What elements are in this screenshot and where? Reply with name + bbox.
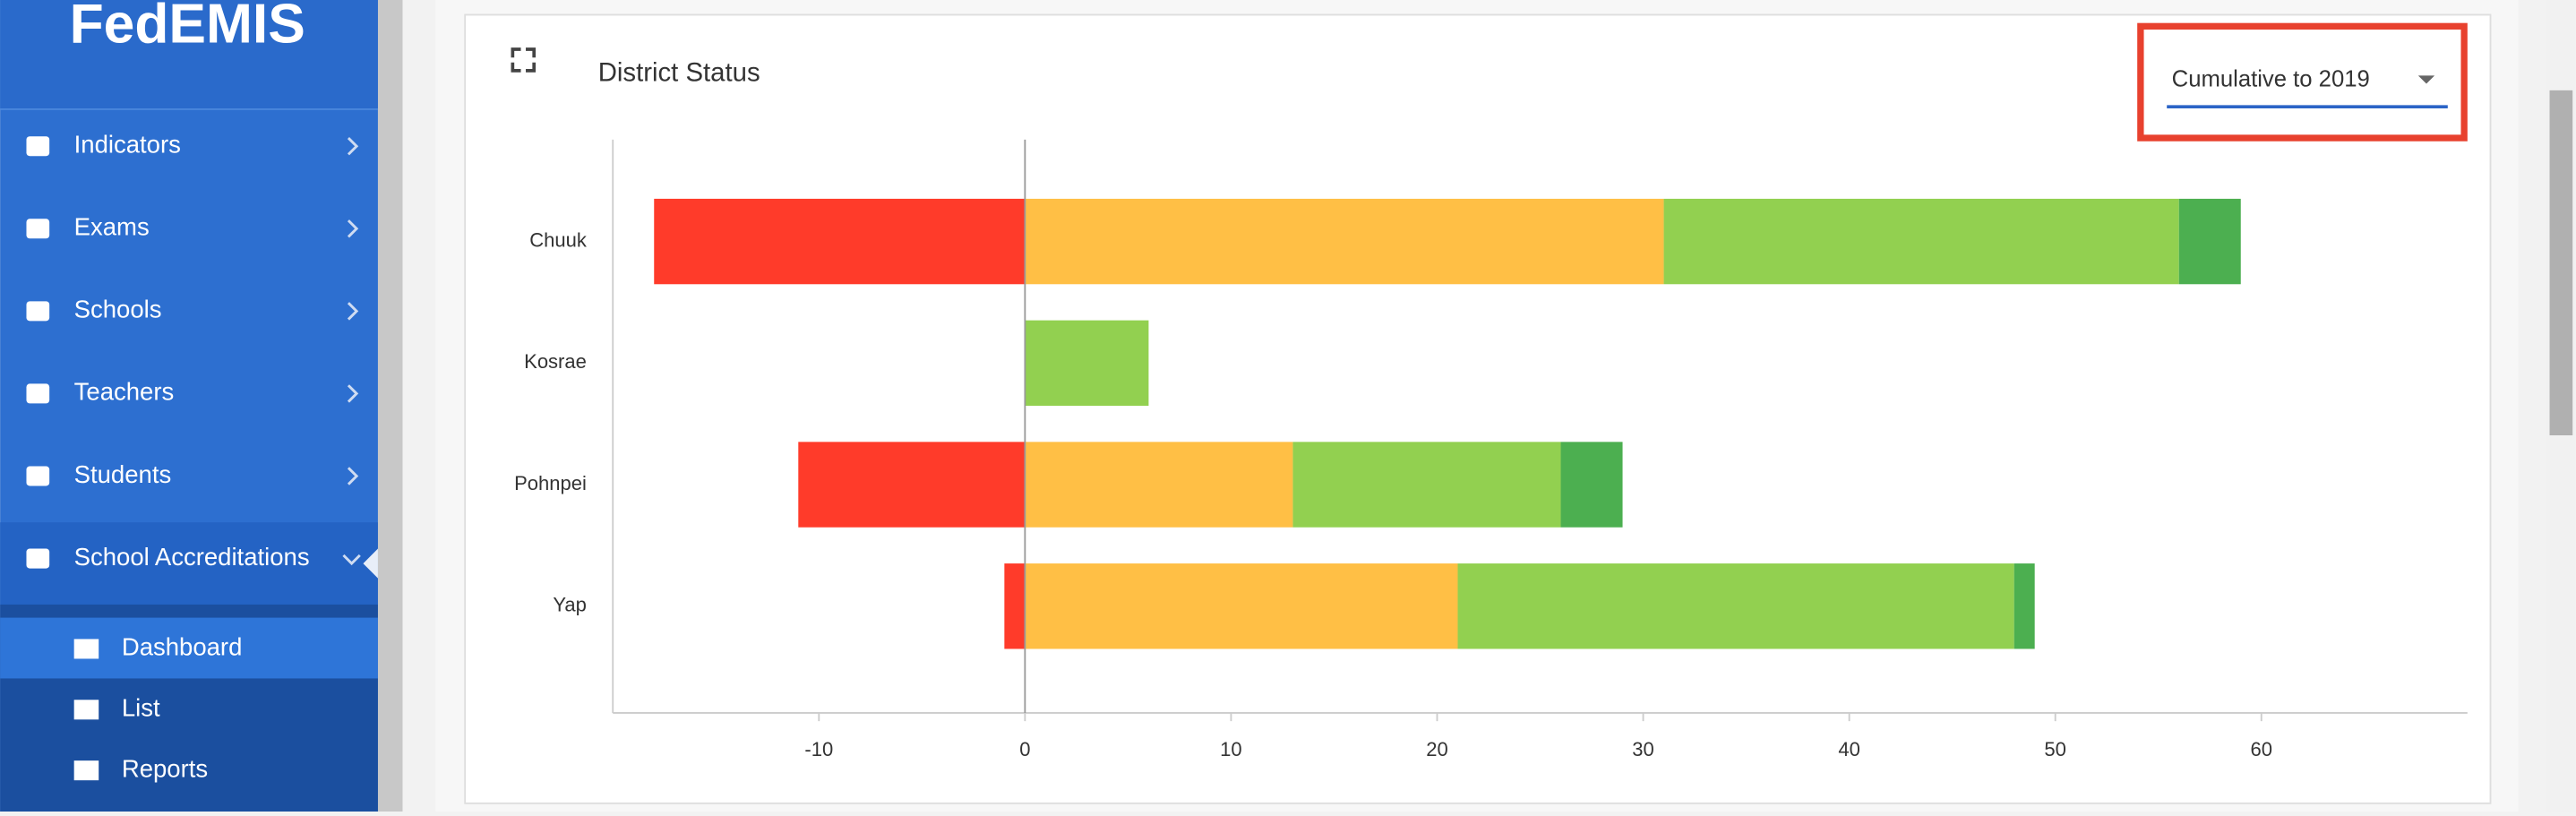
card bbox=[464, 13, 2492, 804]
bar-segment bbox=[1560, 442, 1623, 528]
submenu-icon bbox=[73, 700, 99, 720]
bar-segment bbox=[2178, 198, 2241, 285]
bar-segment bbox=[654, 198, 1026, 285]
y-tick-label: Kosrae bbox=[524, 350, 587, 373]
y-tick-label: Yap bbox=[553, 594, 587, 616]
y-tick-label: Chuuk bbox=[529, 228, 588, 251]
nav-item[interactable]: Students bbox=[74, 460, 172, 488]
sidebar-header bbox=[0, 0, 378, 109]
submenu-item[interactable]: List bbox=[122, 694, 160, 722]
x-tick-label: 40 bbox=[1838, 738, 1859, 760]
nav-item[interactable]: Schools bbox=[74, 296, 162, 323]
submenu-active-bg bbox=[0, 617, 378, 679]
bar-segment bbox=[1025, 442, 1293, 528]
nav-item[interactable]: School Accreditations bbox=[74, 543, 310, 571]
x-tick-label: 50 bbox=[2044, 738, 2065, 760]
nav-item[interactable]: Teachers bbox=[74, 378, 175, 406]
nav: Indicators Exams Schools Teachers Students Sc… bbox=[26, 130, 361, 782]
chevron bbox=[347, 384, 359, 403]
bar-segment bbox=[1292, 442, 1561, 528]
bar-segment bbox=[1663, 198, 2179, 285]
bar-segment bbox=[2014, 563, 2035, 649]
chevron bbox=[347, 302, 359, 321]
chevron bbox=[342, 554, 361, 566]
bar-segment bbox=[1457, 563, 2014, 649]
submenu-icon bbox=[73, 639, 99, 659]
bar-segment bbox=[1025, 198, 1664, 285]
x-tick-label: 10 bbox=[1220, 738, 1241, 760]
dropdown-value[interactable]: Cumulative to 2019 bbox=[2172, 67, 2370, 92]
submenu-item[interactable]: Reports bbox=[122, 754, 208, 782]
x-tick-label: 30 bbox=[1632, 738, 1653, 760]
x-tick-label: 0 bbox=[1019, 738, 1030, 760]
nav-item[interactable]: Exams bbox=[74, 213, 150, 241]
submenu-item[interactable]: Dashboard bbox=[122, 633, 243, 661]
sidebar-edge bbox=[377, 0, 403, 812]
chevron bbox=[347, 219, 359, 238]
nav-icon bbox=[26, 301, 50, 322]
bar-segment bbox=[1025, 563, 1458, 649]
app-title: FedEMIS bbox=[70, 0, 305, 56]
nav-icon bbox=[26, 136, 50, 157]
highlight-box bbox=[2137, 22, 2468, 142]
nav-icon bbox=[26, 466, 50, 486]
y-tick-label: Pohnpei bbox=[514, 472, 587, 494]
nav-icon bbox=[26, 383, 50, 404]
nav-icon bbox=[26, 548, 50, 569]
nav-item[interactable]: Indicators bbox=[74, 130, 181, 158]
bar-segment bbox=[798, 442, 1026, 528]
submenu-icon bbox=[73, 760, 99, 781]
x-tick-label: 20 bbox=[1426, 738, 1447, 760]
bar-segment bbox=[1004, 563, 1026, 649]
active-item-bg bbox=[0, 522, 378, 605]
x-tick-label: 60 bbox=[2251, 738, 2272, 760]
nav-icon bbox=[26, 219, 50, 239]
x-tick-label: -10 bbox=[804, 738, 833, 760]
dropdown-arrow[interactable] bbox=[2417, 75, 2435, 84]
fullscreen-icon[interactable] bbox=[511, 47, 537, 73]
chart: -10 0 10 20 30 40 50 60 Chuuk Kosrae Pohnpei Yap bbox=[514, 139, 2468, 760]
active-pointer bbox=[363, 548, 378, 579]
chevron bbox=[347, 137, 359, 156]
chart-title: District Status bbox=[598, 57, 760, 87]
bar-segment bbox=[1025, 320, 1149, 406]
chevron bbox=[347, 467, 359, 485]
scrollbar-thumb[interactable] bbox=[2549, 90, 2573, 436]
